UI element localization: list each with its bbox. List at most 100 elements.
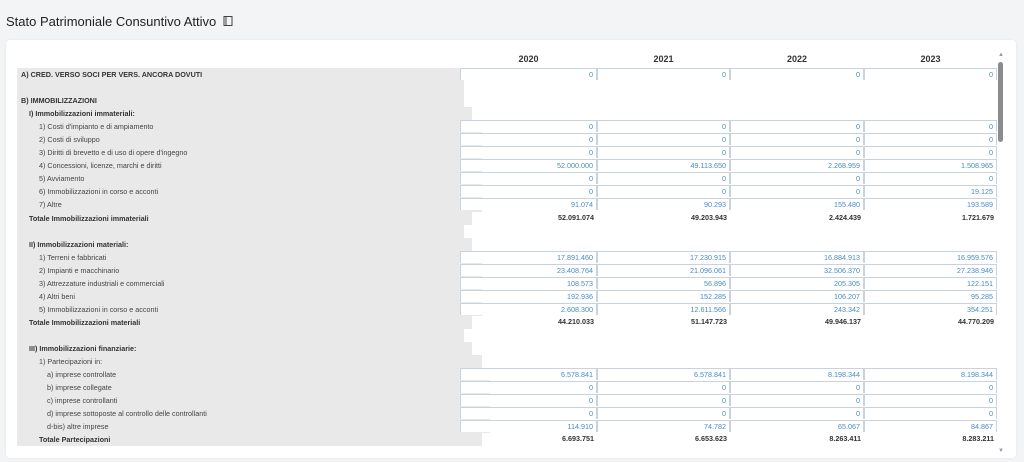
value-cell-2023[interactable]: 0 — [864, 146, 997, 159]
value-cell-2023[interactable]: 27.238.946 — [864, 263, 997, 276]
value-cell-2021[interactable]: 0 — [597, 68, 730, 80]
row-label: d-bis) altre imprese — [17, 420, 490, 434]
value-cell-2021[interactable]: 6.578.841 — [597, 368, 730, 381]
table-row: d-bis) altre imprese 114.910 74.782 65.067 8… — [17, 420, 997, 434]
value-cell-2021[interactable]: 21.096.061 — [597, 263, 730, 276]
value-cell-2022[interactable]: 0 — [730, 394, 864, 407]
value-cell-2021: 6.653.623 — [695, 434, 727, 444]
table-row: 5) Immobilizzazioni in corso e acconti 2.… — [17, 302, 997, 316]
triangle-down-icon[interactable]: ▼ — [998, 448, 1004, 454]
value-cell-2020[interactable]: 192.936 — [460, 289, 597, 302]
value-cell-2022[interactable]: 0 — [730, 133, 864, 146]
value-cell-2023[interactable]: 0 — [864, 68, 997, 80]
page-header: Stato Patrimoniale Consuntivo Attivo — [6, 12, 234, 30]
value-cell-2023[interactable]: 19.125 — [864, 185, 997, 198]
table-row: II) Immobilizzazioni materiali: — [17, 237, 997, 251]
value-cell-2022[interactable]: 205.305 — [730, 276, 864, 289]
value-cell-2020[interactable]: 0 — [460, 407, 597, 420]
value-cell-2020[interactable]: 91.074 — [460, 198, 597, 211]
row-label: 4) Concessioni, licenze, marchi e diritt… — [17, 159, 482, 173]
value-cell-2022[interactable]: 0 — [730, 146, 864, 159]
value-cell-2022[interactable]: 0 — [730, 185, 864, 198]
table-row — [17, 81, 997, 95]
value-cell-2020[interactable]: 0 — [460, 133, 597, 146]
value-cell-2023[interactable]: 0 — [864, 120, 997, 133]
value-cell-2023[interactable]: 354.251 — [864, 302, 997, 315]
value-cell-2022[interactable]: 0 — [730, 172, 864, 185]
value-cell-2022[interactable]: 65.067 — [730, 420, 864, 433]
value-cell-2023[interactable]: 193.589 — [864, 198, 997, 211]
row-label: c) imprese controllanti — [17, 394, 490, 408]
value-cell-2021[interactable]: 12.611.566 — [597, 302, 730, 315]
value-cell-2023[interactable]: 1.508.965 — [864, 159, 997, 172]
value-cell-2023[interactable]: 0 — [864, 407, 997, 420]
value-cell-2021[interactable]: 90.293 — [597, 198, 730, 211]
value-cell-2021[interactable]: 56.896 — [597, 276, 730, 289]
value-cell-2023[interactable]: 0 — [864, 394, 997, 407]
value-cell-2020[interactable]: 108.573 — [460, 276, 597, 289]
value-cell-2023[interactable]: 8.198.344 — [864, 368, 997, 381]
value-cell-2023[interactable]: 0 — [864, 133, 997, 146]
value-cell-2020: 6.693.751 — [562, 434, 594, 444]
value-cell-2023[interactable]: 0 — [864, 381, 997, 394]
value-cell-2022[interactable]: 155.480 — [730, 198, 864, 211]
value-cell-2023[interactable]: 16.959.576 — [864, 250, 997, 263]
value-cell-2022[interactable]: 2.268.959 — [730, 159, 864, 172]
value-cell-2020[interactable]: 0 — [460, 381, 597, 394]
row-label: I) Immobilizzazioni immateriali: — [17, 107, 472, 121]
column-header-2023: 2023 — [920, 54, 941, 64]
value-cell-2020[interactable]: 23.408.764 — [460, 263, 597, 276]
value-cell-2022[interactable]: 0 — [730, 407, 864, 420]
value-cell-2022[interactable]: 0 — [730, 68, 864, 80]
value-cell-2020[interactable]: 0 — [460, 68, 597, 80]
value-cell-2022: 49.946.137 — [825, 316, 861, 326]
value-cell-2023[interactable]: 122.151 — [864, 276, 997, 289]
row-label: A) CRED. VERSO SOCI PER VERS. ANCORA DOV… — [17, 68, 464, 82]
triangle-up-icon[interactable]: ▲ — [998, 52, 1004, 58]
scrollbar-thumb[interactable] — [998, 62, 1003, 142]
value-cell-2023[interactable]: 0 — [864, 172, 997, 185]
row-label: d) imprese sottoposte al controllo delle… — [17, 407, 490, 421]
value-cell-2021[interactable]: 49.113.650 — [597, 159, 730, 172]
value-cell-2021[interactable]: 0 — [597, 185, 730, 198]
value-cell-2021[interactable]: 0 — [597, 381, 730, 394]
value-cell-2020[interactable]: 114.910 — [460, 420, 597, 433]
value-cell-2021[interactable]: 0 — [597, 133, 730, 146]
value-cell-2023: 1.721.679 — [962, 212, 994, 222]
value-cell-2021[interactable]: 0 — [597, 120, 730, 133]
value-cell-2022[interactable]: 0 — [730, 381, 864, 394]
value-cell-2020[interactable]: 6.578.841 — [460, 368, 597, 381]
table-row: Totale Partecipazioni 6.693.751 6.653.623 8… — [17, 433, 997, 447]
value-cell-2020[interactable]: 0 — [460, 172, 597, 185]
value-cell-2021[interactable]: 74.782 — [597, 420, 730, 433]
value-cell-2022[interactable]: 16.884.913 — [730, 250, 864, 263]
value-cell-2020[interactable]: 52.000.000 — [460, 159, 597, 172]
value-cell-2021[interactable]: 0 — [597, 172, 730, 185]
value-cell-2022[interactable]: 32.506.370 — [730, 263, 864, 276]
value-cell-2021[interactable]: 0 — [597, 394, 730, 407]
value-cell-2020[interactable]: 17.891.460 — [460, 250, 597, 263]
vertical-scrollbar[interactable]: ▲ ▼ — [997, 52, 1005, 454]
table-row: 1) Costi d'impianto e di ampiamento 0 0 0 0 — [17, 120, 997, 134]
value-cell-2020[interactable]: 0 — [460, 120, 597, 133]
value-cell-2023[interactable]: 95.285 — [864, 289, 997, 302]
table-row: 4) Altri beni 192.936 152.285 106.207 95.285 — [17, 289, 997, 303]
row-label: 5) Avviamento — [17, 172, 482, 186]
value-cell-2022[interactable]: 8.198.344 — [730, 368, 864, 381]
value-cell-2020[interactable]: 0 — [460, 394, 597, 407]
value-cell-2021[interactable]: 0 — [597, 146, 730, 159]
value-cell-2023[interactable]: 84.867 — [864, 420, 997, 433]
value-cell-2022[interactable]: 243.342 — [730, 302, 864, 315]
value-cell-2022[interactable]: 106.207 — [730, 289, 864, 302]
value-cell-2020: 44.210.033 — [558, 316, 594, 326]
row-label: 1) Costi d'impianto e di ampiamento — [17, 120, 482, 134]
value-cell-2021[interactable]: 0 — [597, 407, 730, 420]
value-cell-2020[interactable]: 0 — [460, 146, 597, 159]
value-cell-2020[interactable]: 2.608.300 — [460, 302, 597, 315]
value-cell-2020[interactable]: 0 — [460, 185, 597, 198]
value-cell-2022[interactable]: 0 — [730, 120, 864, 133]
value-cell-2021[interactable]: 17.230.915 — [597, 250, 730, 263]
book-icon[interactable] — [222, 15, 234, 27]
value-cell-2021[interactable]: 152.285 — [597, 289, 730, 302]
value-cell-2021: 49.203.943 — [691, 212, 727, 222]
